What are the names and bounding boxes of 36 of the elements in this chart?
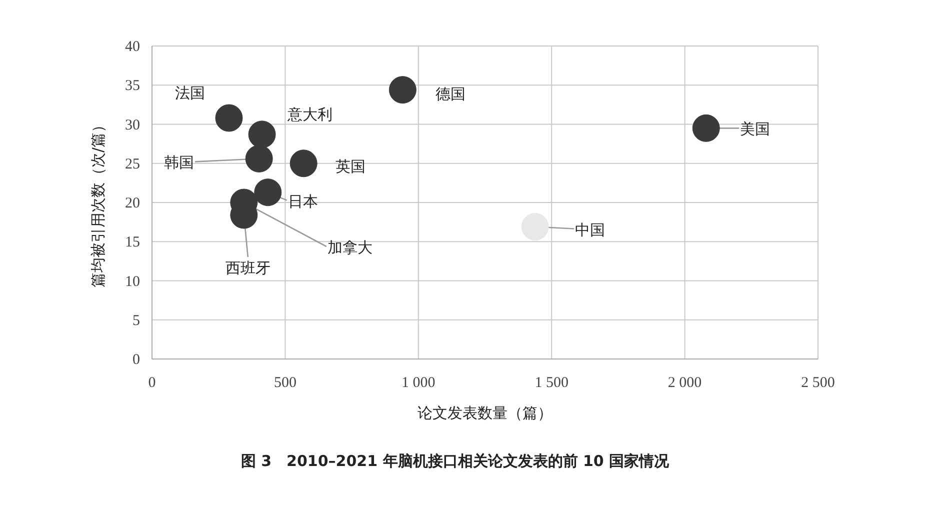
annotation: 中国 [575, 220, 606, 239]
x-tick-label: 0 [148, 375, 156, 391]
x-tick-label: 500 [274, 375, 296, 391]
y-axis-title: 篇均被引用次数（次/篇） [89, 117, 107, 288]
annotation: 西班牙 [225, 259, 270, 278]
point [245, 144, 273, 172]
y-tick-label: 0 [132, 352, 140, 368]
y-tick-label: 25 [125, 156, 140, 172]
x-tick-label: 2 000 [668, 375, 702, 391]
point [215, 104, 243, 132]
point [388, 76, 416, 104]
point [248, 120, 276, 148]
point [692, 114, 720, 142]
annotation: 日本 [288, 192, 318, 210]
point [254, 178, 282, 206]
annotation: 韩国 [164, 154, 194, 172]
annotation: 英国 [336, 157, 366, 176]
x-tick-label: 1 000 [402, 375, 436, 391]
y-tick-label: 35 [125, 78, 140, 94]
y-tick-label: 5 [132, 312, 140, 329]
x-tick-label: 1 500 [534, 375, 568, 391]
annotation: 意大利 [286, 105, 333, 124]
annotation: 美国 [740, 120, 770, 138]
y-tick-label: 30 [125, 117, 140, 134]
text: 图 3 2010–2021 年脑机接口相关论文发表的前 10 国家情况 [240, 452, 670, 470]
y-tick-label: 15 [125, 234, 140, 251]
point [521, 213, 549, 241]
annotation: 法国 [174, 84, 205, 102]
y-tick-label: 40 [125, 39, 140, 55]
annotation: 加拿大 [327, 238, 372, 256]
x-axis-title: 论文发表数量（篇） [418, 404, 552, 422]
x-tick-label: 2 500 [801, 375, 835, 391]
point [290, 150, 318, 178]
y-tick-label: 20 [125, 196, 140, 212]
annotation: 德国 [436, 84, 466, 103]
y-tick-label: 10 [125, 274, 140, 290]
